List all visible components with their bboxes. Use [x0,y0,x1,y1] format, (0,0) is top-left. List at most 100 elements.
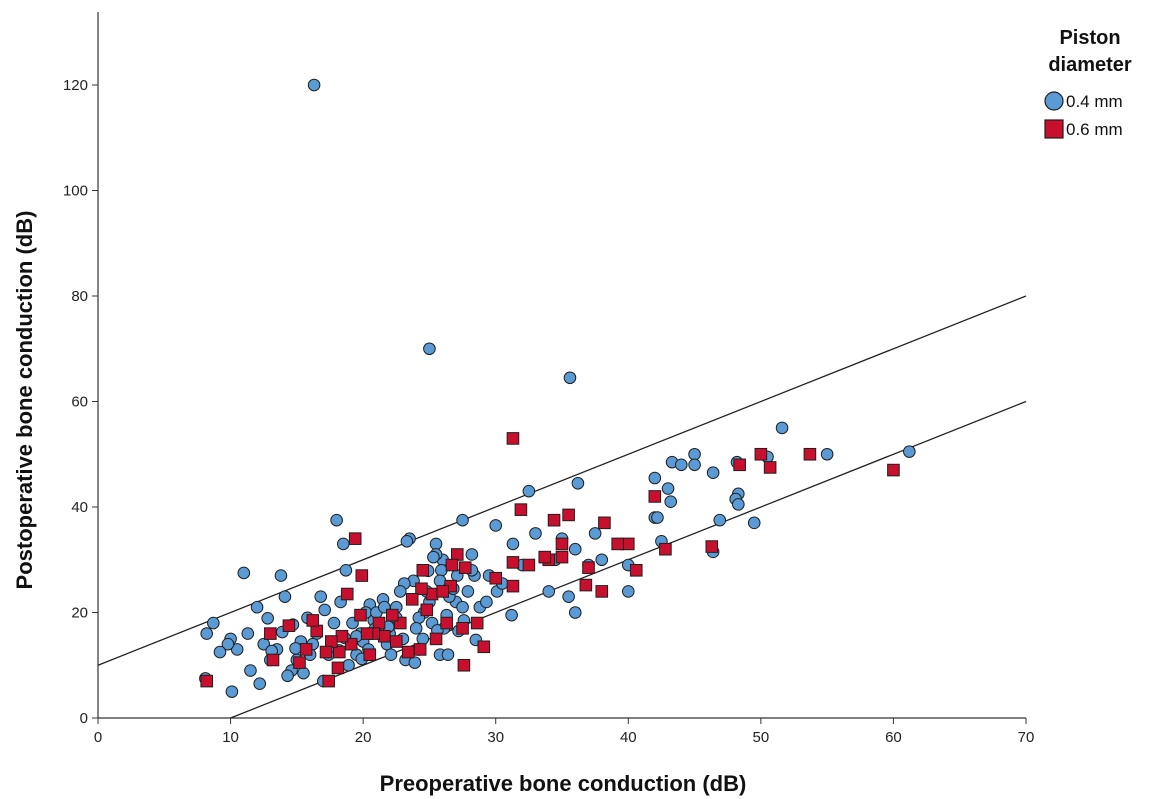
point-circle [342,658,355,672]
point-circle [568,542,582,556]
point-square [803,447,817,461]
point-circle [675,458,688,472]
legend-label-0-4mm: 0.4 mm [1066,92,1123,111]
y-axis-title: Postoperative bone conduction (dB) [12,211,37,590]
point-circle [400,534,414,548]
point-circle [506,537,520,551]
point-square [264,627,277,640]
point-square [629,564,643,577]
point-square [425,587,439,601]
point-circle [200,627,214,640]
point-circle [261,612,274,625]
point-circle [505,608,518,622]
point-square [393,616,407,630]
y-tick-label: 80 [71,288,88,305]
point-circle [289,642,302,655]
point-circle [664,495,678,509]
point-square [386,608,399,622]
point-circle [732,498,745,511]
point-circle [278,590,292,603]
point-square [378,629,391,643]
point-circle [409,622,423,635]
point-circle [903,445,916,458]
point-circle [563,371,577,385]
point-circle [595,553,609,567]
x-axis-title: Preoperative bone conduction (dB) [380,771,747,796]
point-square [413,643,427,656]
point-circle [244,664,257,677]
point-square [405,593,419,606]
point-circle [314,590,328,603]
point-circle [384,648,398,662]
point-circle [297,666,310,680]
point-circle [465,548,479,561]
point-square [445,558,459,572]
point-square [763,461,777,474]
point-square [416,564,430,577]
point-circle [237,566,251,580]
point-circle [688,458,701,472]
point-square [299,643,313,656]
point-square [887,463,900,477]
point-square [659,542,672,556]
point-square [420,603,434,617]
point-square [344,637,358,651]
point-square [282,619,296,632]
legend-title-line1: Piston [1059,27,1120,49]
x-tick-label: 30 [487,729,504,746]
y-tick-label: 40 [71,499,88,516]
point-circle [588,527,602,540]
point-circle [241,627,255,640]
point-square [595,585,609,598]
point-square [555,550,569,564]
point-square [506,432,520,445]
point-square [458,561,472,574]
point-square [293,656,306,669]
point-circle [339,564,353,577]
point-square [621,537,635,551]
point-square [440,616,453,630]
point-square [429,632,443,646]
point-circle [461,585,475,598]
point-circle [456,513,469,527]
point-circle [207,616,220,630]
x-tick-label: 40 [620,729,637,746]
point-square [331,661,345,675]
point-square [363,648,377,662]
point-circle [253,677,267,691]
point-square [415,582,428,596]
point-circle [571,476,585,490]
data-points [199,78,916,698]
y-tick-label: 100 [63,183,88,200]
point-square [522,558,536,572]
point-square [506,556,520,569]
point-square [456,622,469,635]
point-square [579,578,593,592]
point-square [332,645,346,659]
point-square [389,635,403,648]
point-square [401,645,415,659]
legend: Piston diameter 0.4 mm 0.6 mm [1044,27,1132,139]
point-circle [435,564,448,577]
point-circle [327,616,341,630]
point-square [335,629,349,643]
point-circle [775,421,789,435]
point-square [477,640,491,654]
point-circle [661,482,675,495]
axes: 0 10 20 30 40 50 60 70 0 20 40 60 80 100 120 [63,12,1034,746]
x-tick-label: 60 [885,729,902,746]
point-circle [820,447,834,461]
point-square [200,674,214,688]
y-tick-label: 60 [71,394,88,411]
point-circle [423,342,436,356]
y-tick-label: 20 [71,605,88,622]
point-circle [522,484,536,498]
x-tick-label: 70 [1018,729,1035,746]
point-square [319,645,333,659]
point-circle [480,595,493,609]
point-circle [281,669,294,683]
point-circle [336,537,350,551]
point-circle [529,527,542,540]
point-square [547,513,561,527]
